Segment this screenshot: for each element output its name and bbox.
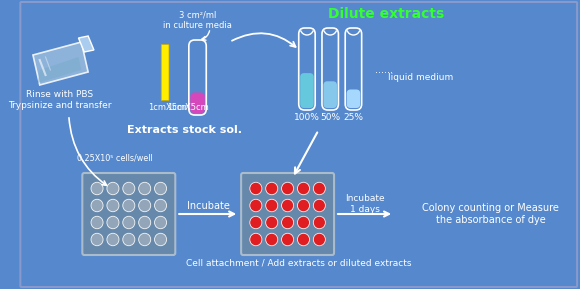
Circle shape	[107, 233, 119, 246]
Circle shape	[266, 182, 278, 195]
Circle shape	[123, 182, 135, 195]
Text: Incubate
1 days: Incubate 1 days	[345, 194, 385, 214]
Text: Extracts stock sol.: Extracts stock sol.	[128, 125, 242, 135]
Circle shape	[281, 199, 293, 212]
Text: 1cmX5cm: 1cmX5cm	[148, 103, 190, 112]
Circle shape	[107, 182, 119, 195]
Circle shape	[281, 182, 293, 195]
Circle shape	[91, 216, 103, 229]
Circle shape	[139, 182, 151, 195]
Circle shape	[281, 233, 293, 246]
Circle shape	[91, 233, 103, 246]
Circle shape	[123, 233, 135, 246]
Circle shape	[91, 182, 103, 195]
Text: Dilute extracts: Dilute extracts	[328, 7, 444, 21]
Circle shape	[298, 182, 310, 195]
FancyBboxPatch shape	[347, 90, 360, 108]
Text: Cell attachment / Add extracts or diluted extracts: Cell attachment / Add extracts or dilute…	[186, 258, 412, 268]
Circle shape	[154, 182, 166, 195]
Text: Rinse with PBS
Trypsinize and transfer: Rinse with PBS Trypsinize and transfer	[8, 90, 112, 110]
Circle shape	[250, 199, 262, 212]
Text: 3 cm²/ml
in culture media: 3 cm²/ml in culture media	[163, 10, 232, 30]
Circle shape	[298, 216, 310, 229]
Text: Colony counting or Measure
the absorbance of dye: Colony counting or Measure the absorbanc…	[422, 203, 559, 225]
Circle shape	[298, 199, 310, 212]
Text: 100%: 100%	[294, 114, 320, 123]
Circle shape	[266, 216, 278, 229]
Circle shape	[313, 233, 325, 246]
Text: Incubate: Incubate	[187, 201, 230, 211]
Circle shape	[154, 233, 166, 246]
Text: 1cmX5cm: 1cmX5cm	[167, 103, 209, 112]
Circle shape	[154, 199, 166, 212]
Text: ......: ......	[375, 65, 393, 75]
Circle shape	[107, 199, 119, 212]
Text: 50%: 50%	[320, 114, 340, 123]
Polygon shape	[38, 57, 81, 83]
Circle shape	[154, 216, 166, 229]
FancyBboxPatch shape	[241, 173, 334, 255]
Circle shape	[281, 216, 293, 229]
Circle shape	[298, 233, 310, 246]
Text: 25%: 25%	[343, 114, 364, 123]
Circle shape	[123, 199, 135, 212]
Circle shape	[313, 216, 325, 229]
Circle shape	[313, 199, 325, 212]
Circle shape	[139, 199, 151, 212]
FancyBboxPatch shape	[190, 92, 205, 113]
FancyBboxPatch shape	[300, 73, 314, 108]
Circle shape	[107, 216, 119, 229]
Circle shape	[250, 233, 262, 246]
Circle shape	[139, 233, 151, 246]
Circle shape	[123, 216, 135, 229]
Circle shape	[250, 182, 262, 195]
Circle shape	[250, 216, 262, 229]
Polygon shape	[78, 36, 94, 52]
Circle shape	[266, 233, 278, 246]
Circle shape	[313, 182, 325, 195]
Text: 0.25X10⁵ cells/well: 0.25X10⁵ cells/well	[77, 153, 153, 162]
FancyBboxPatch shape	[82, 173, 175, 255]
FancyBboxPatch shape	[324, 81, 337, 108]
FancyBboxPatch shape	[161, 45, 169, 101]
Text: liquid medium: liquid medium	[387, 73, 453, 82]
Circle shape	[91, 199, 103, 212]
Circle shape	[139, 216, 151, 229]
Circle shape	[266, 199, 278, 212]
Polygon shape	[33, 42, 88, 85]
